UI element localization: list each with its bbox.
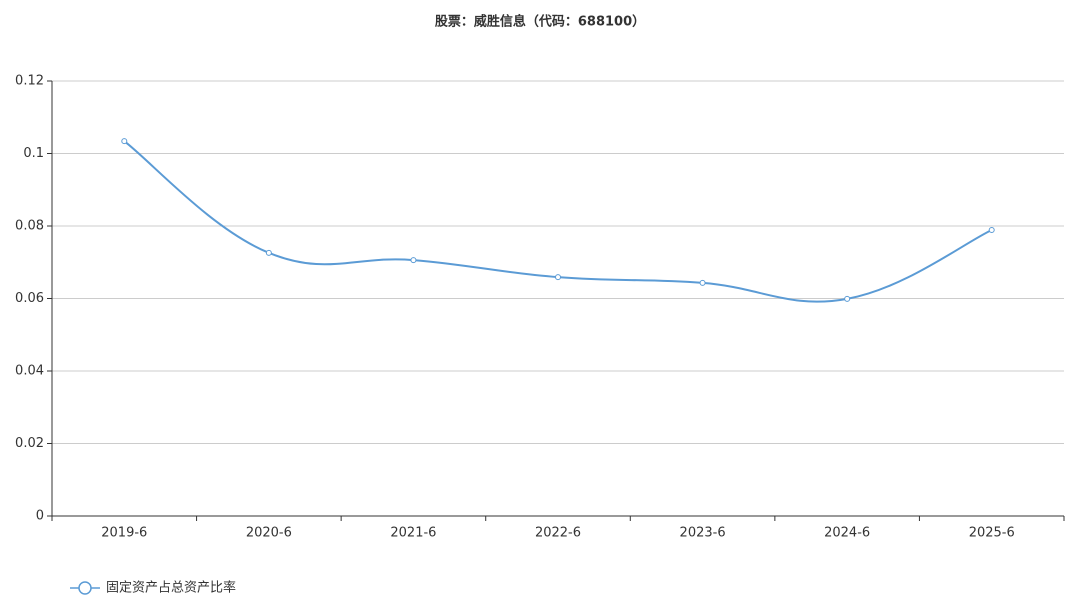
x-tick-label: 2020-6 <box>246 526 292 541</box>
legend-marker <box>78 581 92 595</box>
chart-title: 股票：威胜信息（代码：688100） <box>435 14 645 30</box>
x-tick-label: 2021-6 <box>390 526 436 541</box>
y-tick-label: 0 <box>36 509 44 524</box>
x-tick-label: 2019-6 <box>101 526 147 541</box>
point <box>988 226 995 233</box>
point <box>844 295 851 302</box>
x-tick-label: 2023-6 <box>680 526 726 541</box>
x-tick-label: 2024-6 <box>824 526 870 541</box>
y-tick-label: 0.02 <box>15 436 44 451</box>
y-tick-label: 0.04 <box>15 364 44 379</box>
point <box>410 257 417 264</box>
point <box>555 274 561 281</box>
point <box>121 138 128 145</box>
y-tick-label: 0.12 <box>15 74 44 89</box>
x-tick-label: 2025-6 <box>969 526 1015 541</box>
point <box>699 279 706 286</box>
y-tick-label: 0.06 <box>15 291 44 306</box>
point <box>265 249 272 256</box>
y-tick-label: 0.08 <box>15 219 44 234</box>
legend-label: 固定资产占总资产比率 <box>106 580 236 596</box>
y-tick-label: 0.1 <box>23 146 44 161</box>
x-tick-label: 2022-6 <box>535 526 581 541</box>
